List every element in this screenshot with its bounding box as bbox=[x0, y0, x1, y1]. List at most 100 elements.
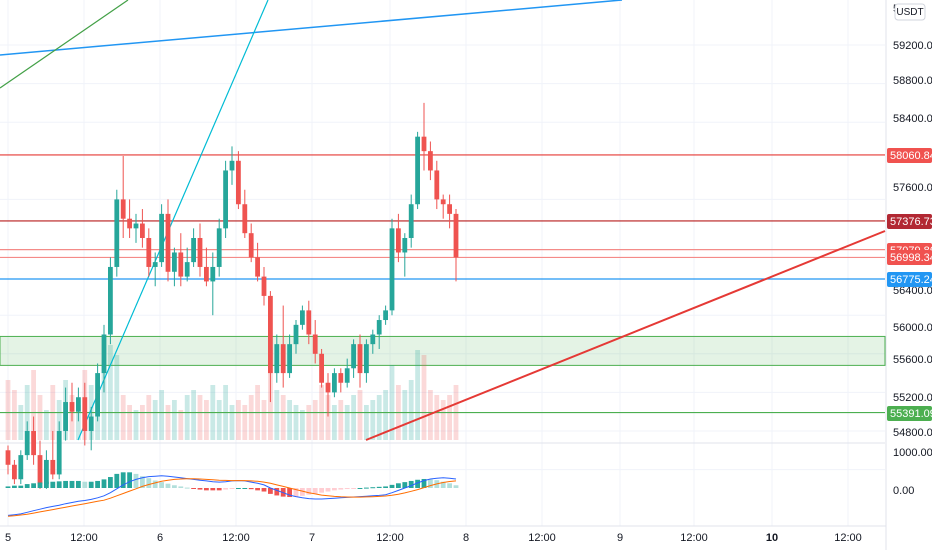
candle-body bbox=[440, 199, 446, 205]
volume-bar bbox=[184, 395, 190, 440]
candle-body bbox=[108, 266, 113, 335]
support-zone bbox=[0, 335, 886, 366]
candle-body bbox=[447, 204, 452, 214]
candle-body bbox=[428, 151, 433, 171]
candle-body bbox=[120, 199, 126, 219]
time-tick-label: 12:00 bbox=[70, 532, 98, 544]
macd-histogram-bar bbox=[447, 483, 452, 488]
time-tick-label: 7 bbox=[309, 532, 315, 544]
currency-unit[interactable]: USDT bbox=[894, 3, 926, 21]
candle-body bbox=[351, 344, 356, 369]
macd-histogram-bar bbox=[453, 485, 459, 488]
macd-histogram-bar bbox=[268, 488, 273, 494]
candle-body bbox=[210, 266, 216, 282]
macd-histogram-bar bbox=[76, 480, 81, 488]
candle-body bbox=[184, 262, 190, 277]
volume-bar bbox=[178, 410, 184, 440]
volume-bar bbox=[120, 395, 126, 440]
time-tick-label: 5 bbox=[5, 532, 11, 544]
macd-histogram-bar bbox=[56, 481, 62, 488]
price-tick-label: 56400.00 bbox=[893, 285, 932, 297]
candle-body bbox=[127, 218, 132, 229]
volume-bar bbox=[389, 365, 395, 440]
macd-histogram-bar bbox=[428, 479, 433, 488]
macd-histogram-bar bbox=[12, 485, 17, 488]
volume-bar bbox=[261, 400, 267, 440]
macd-histogram-bar bbox=[236, 488, 241, 489]
volume-bar bbox=[140, 405, 145, 440]
volume-bar bbox=[165, 405, 171, 440]
candle-body bbox=[300, 310, 305, 325]
unit-label: USDT bbox=[896, 7, 923, 18]
volume-bar bbox=[108, 345, 113, 440]
volume-bar bbox=[216, 400, 222, 440]
macd-histogram-bar bbox=[44, 481, 49, 488]
candle-body bbox=[338, 373, 344, 383]
macd-histogram-bar bbox=[389, 484, 395, 488]
time-tick-label: 10 bbox=[766, 532, 778, 544]
volume-bar bbox=[191, 390, 196, 440]
candle-body bbox=[293, 324, 299, 345]
trend-lines[interactable] bbox=[0, 0, 886, 441]
candle-body bbox=[306, 310, 312, 335]
macd-histogram-bar bbox=[287, 488, 292, 498]
candle-body bbox=[332, 373, 337, 393]
candle-body bbox=[434, 170, 440, 200]
candle-body bbox=[325, 382, 331, 393]
macd-histogram-bar bbox=[165, 483, 171, 488]
candle-body bbox=[95, 373, 100, 417]
time-axis[interactable]: 5 12:00 6 12:00 7 12:00 8 12:00 9 12:00 10 12:00 bbox=[0, 525, 886, 544]
macd-histogram-bar bbox=[396, 483, 401, 488]
price-tag-label: 57376.73 bbox=[890, 216, 932, 228]
macd-histogram-bar bbox=[357, 488, 363, 489]
macd-histogram-bar bbox=[140, 476, 145, 488]
macd-histogram-bar bbox=[440, 481, 446, 488]
macd-histogram-bar bbox=[344, 488, 350, 489]
candle-body bbox=[312, 334, 318, 354]
macd-histogram-bar bbox=[24, 484, 30, 488]
volume-bar bbox=[293, 405, 299, 440]
volume-bar bbox=[152, 400, 158, 440]
candle-body bbox=[69, 402, 75, 412]
candle-body bbox=[248, 233, 254, 258]
volume-bar bbox=[5, 380, 11, 440]
price-tag-label: 56775.24 bbox=[890, 274, 932, 286]
candle-body bbox=[236, 160, 241, 205]
volume-bar bbox=[376, 395, 382, 440]
volume-bar bbox=[434, 395, 440, 440]
macd-histogram-bar bbox=[204, 488, 209, 491]
macd-histogram-bar bbox=[319, 488, 324, 493]
macd-histogram-bar bbox=[120, 472, 126, 488]
candle-body bbox=[453, 213, 459, 258]
price-tick-label: 55600.00 bbox=[893, 354, 932, 366]
macd-tick-label: 0.00 bbox=[893, 485, 914, 497]
macd-histogram-bar bbox=[364, 487, 369, 489]
macd-histogram-bar bbox=[50, 481, 56, 488]
price-tick-label: 58400.00 bbox=[893, 113, 932, 125]
volume-bar bbox=[440, 400, 446, 440]
macd-histogram-bar bbox=[37, 482, 43, 488]
candlesticks bbox=[5, 102, 459, 489]
macd-histogram-bar bbox=[184, 487, 190, 489]
volume-bar bbox=[204, 400, 209, 440]
volume-bar bbox=[172, 400, 177, 440]
macd-histogram-bar bbox=[108, 477, 113, 488]
candle-body bbox=[364, 344, 369, 374]
candle-body bbox=[396, 228, 401, 253]
price-tag-badge bbox=[887, 406, 932, 421]
price-tag-label: 56998.34 bbox=[890, 252, 932, 264]
candle-body bbox=[357, 344, 363, 374]
time-tick-label: 12:00 bbox=[680, 532, 708, 544]
macd-histogram-bar bbox=[351, 488, 356, 489]
unit-box bbox=[894, 3, 926, 21]
price-tag-badge bbox=[887, 214, 932, 229]
volume-bar bbox=[274, 390, 280, 440]
volume-bar bbox=[44, 410, 49, 440]
candle-body bbox=[421, 136, 427, 152]
candle-body bbox=[18, 455, 24, 480]
macd-histogram-bar bbox=[114, 473, 120, 488]
candle-body bbox=[229, 160, 235, 171]
macd-histogram-bar bbox=[383, 486, 388, 488]
